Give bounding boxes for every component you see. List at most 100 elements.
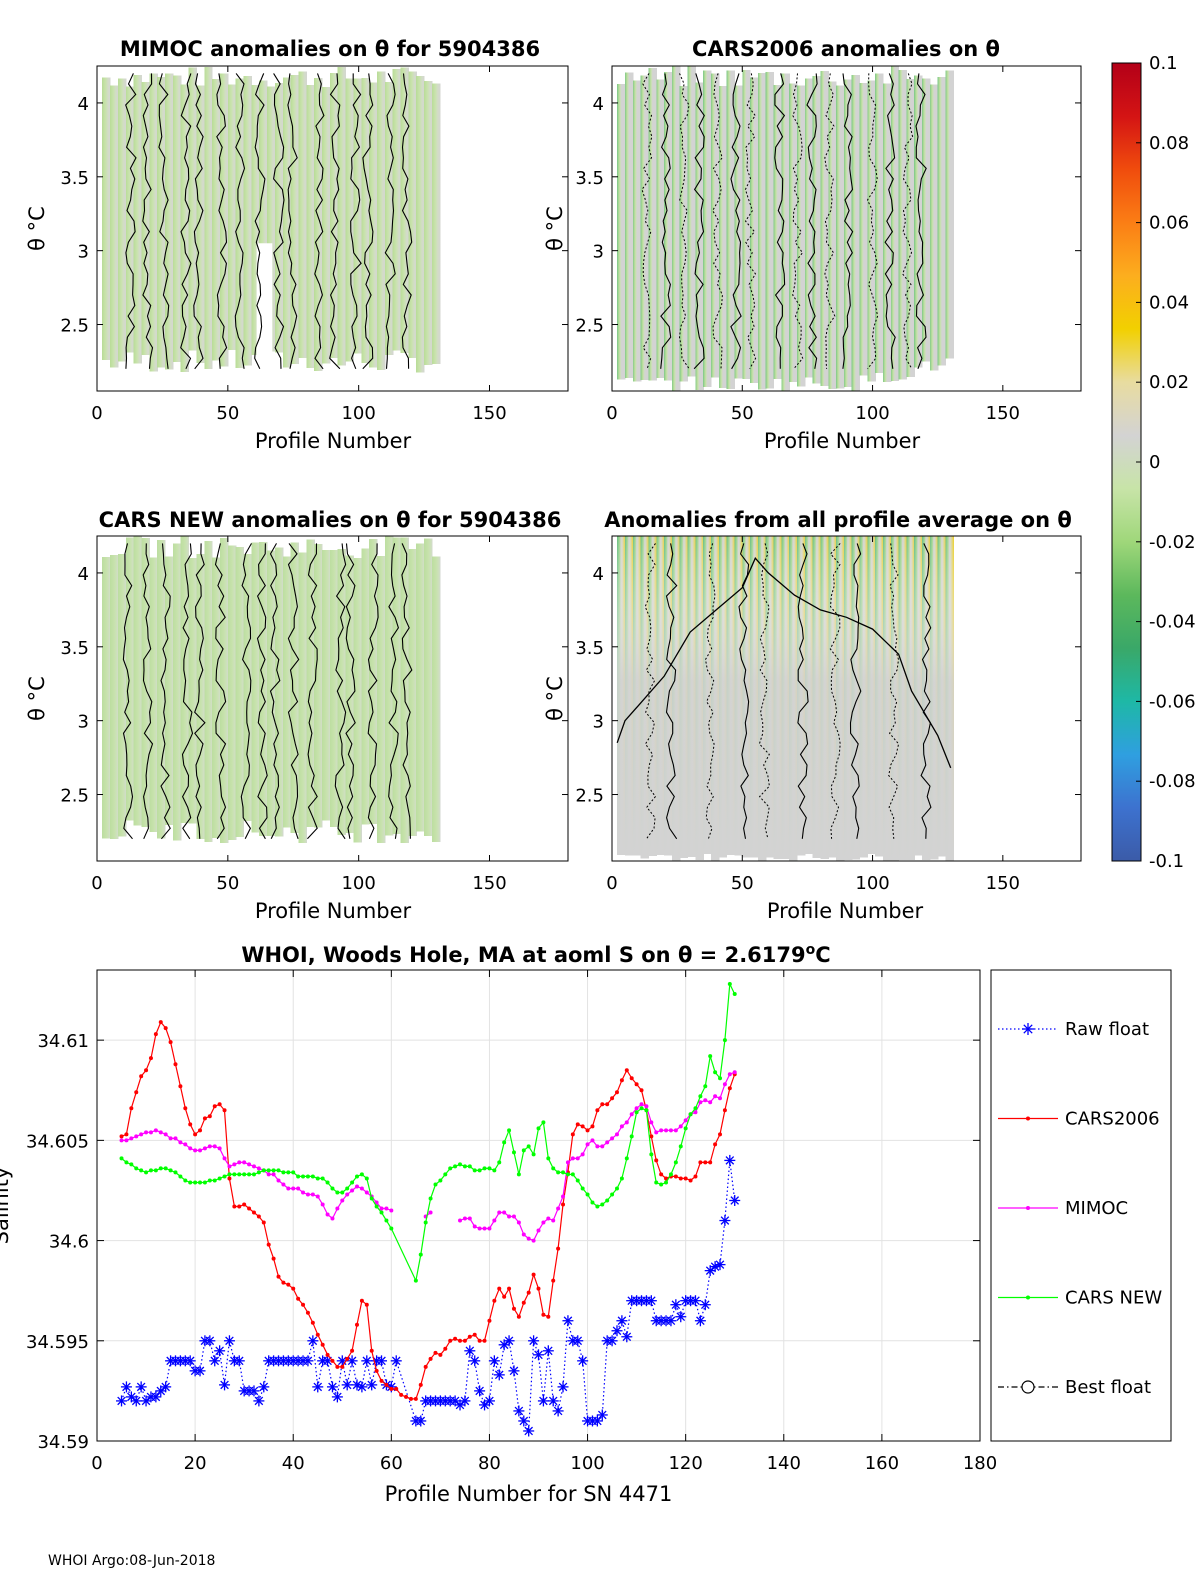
data-point — [531, 1152, 536, 1157]
star-stroke — [210, 1356, 220, 1366]
data-point — [561, 1202, 566, 1207]
y-tick-label: 3.5 — [575, 168, 604, 189]
legend-marker — [1022, 1023, 1034, 1035]
heatmap-column — [711, 73, 720, 378]
legend-label: CARS2006 — [1065, 1109, 1160, 1130]
data-point — [688, 1112, 693, 1117]
data-point — [624, 1156, 629, 1161]
y-tick-label: 34.605 — [26, 1131, 89, 1152]
heatmap-column — [369, 82, 378, 368]
data-point — [168, 1168, 173, 1173]
contour-line — [287, 543, 300, 839]
data-point — [438, 1352, 443, 1357]
heatmap-column-overlay — [882, 536, 892, 861]
data-point — [144, 1170, 149, 1175]
y-tick-label: 3 — [593, 712, 604, 733]
y-tick-label: 34.595 — [26, 1332, 89, 1353]
data-point — [286, 1186, 291, 1191]
data-point — [616, 1315, 628, 1327]
data-point — [600, 1102, 605, 1107]
panel-title: Anomalies from all profile average on θ — [604, 508, 1072, 532]
heatmap-column — [906, 78, 915, 377]
data-point — [477, 1168, 482, 1173]
heatmap-column — [133, 75, 143, 364]
data-point — [497, 1210, 502, 1215]
colorbar-tick-label: 0.08 — [1149, 133, 1189, 154]
data-point — [590, 1200, 595, 1205]
data-point — [305, 1192, 310, 1197]
data-point — [124, 1132, 129, 1137]
legend-item: Best float — [998, 1377, 1151, 1398]
heatmap-column-overlay — [703, 536, 712, 855]
data-point — [325, 1180, 330, 1185]
data-point — [565, 1160, 570, 1165]
heatmap-column-overlay — [836, 536, 845, 861]
data-point — [404, 1394, 409, 1399]
data-point — [614, 1132, 619, 1137]
data-point — [492, 1168, 497, 1173]
data-point — [649, 1134, 654, 1139]
heatmap-column — [656, 79, 665, 379]
plot-title: WHOI, Woods Hole, MA at aoml S on θ = 2.… — [241, 942, 830, 967]
data-point — [399, 1392, 404, 1397]
data-point — [242, 1202, 247, 1207]
data-point — [732, 1070, 737, 1075]
data-point — [521, 1148, 526, 1153]
data-point — [379, 1206, 384, 1211]
data-point — [600, 1202, 605, 1207]
data-point — [212, 1104, 217, 1109]
heatmap-cells — [617, 66, 954, 391]
data-point — [611, 1325, 623, 1337]
data-point — [271, 1172, 276, 1177]
data-point — [502, 1210, 507, 1215]
data-point — [556, 1246, 561, 1251]
data-point — [119, 1138, 124, 1143]
heatmap-column — [671, 66, 681, 391]
data-point — [580, 1186, 585, 1191]
heatmap-column — [274, 82, 284, 353]
heatmap-column-overlay — [867, 536, 876, 855]
heatmap-column-overlay — [656, 536, 665, 855]
data-point — [727, 982, 732, 987]
heatmap-column — [204, 66, 213, 369]
data-point — [644, 1108, 649, 1113]
data-point — [557, 1381, 569, 1393]
contour-line — [334, 543, 347, 840]
data-point — [286, 1282, 291, 1287]
data-point — [222, 1108, 227, 1113]
y-tick-label: 2.5 — [575, 786, 604, 807]
data-point — [217, 1176, 222, 1181]
data-point — [193, 1148, 198, 1153]
heatmap-column — [361, 548, 370, 825]
data-point — [178, 1084, 183, 1089]
data-point — [301, 1302, 306, 1307]
data-point — [163, 1132, 168, 1137]
axes-frame — [611, 535, 1082, 862]
heatmap-column — [290, 542, 300, 833]
data-point — [551, 1218, 556, 1223]
data-point — [389, 1226, 394, 1231]
data-point — [266, 1172, 271, 1177]
colorbar-tick-label: 0.02 — [1149, 372, 1189, 393]
heatmap-column-overlay — [937, 536, 947, 857]
all-profile-average-panel: 0 50 100 150 2.5 3 3.5 4 Profile Number θ °C Anoma… — [543, 508, 1082, 923]
data-point — [585, 1192, 590, 1197]
x-tick-label: 50 — [731, 403, 754, 424]
star-stroke — [676, 1312, 686, 1322]
data-point — [477, 1226, 482, 1231]
data-point — [212, 1178, 217, 1183]
data-point — [194, 1365, 206, 1377]
data-point — [281, 1280, 286, 1285]
data-point — [483, 1395, 495, 1407]
series-mimoc — [119, 1070, 737, 1243]
data-point — [310, 1320, 315, 1325]
data-point — [139, 1168, 144, 1173]
data-point — [477, 1338, 482, 1343]
data-point — [253, 1395, 265, 1407]
star-stroke — [377, 1356, 386, 1366]
contour-line — [774, 73, 786, 369]
contour-line — [758, 543, 770, 839]
contour-line — [254, 73, 266, 370]
heatmap-column-overlay — [781, 536, 790, 860]
heatmap-column-overlay — [726, 536, 736, 856]
